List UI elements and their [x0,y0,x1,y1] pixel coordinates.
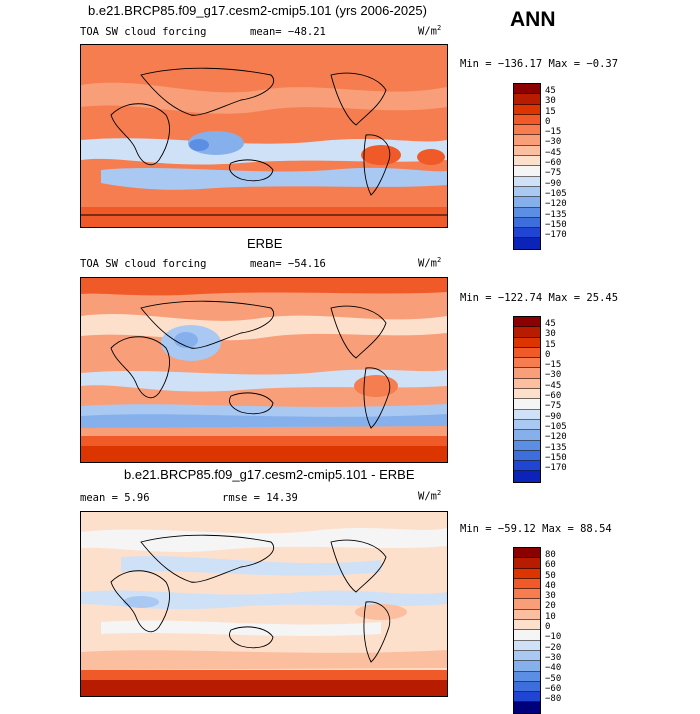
colorbar-tick: −50 [545,673,562,684]
colorbar-tick: 0 [545,349,551,360]
panel3-colorbar: 80 60 50 40 30 20 10 0 −10 −20 −30 −40 −… [513,547,561,714]
colorbar-tick: 60 [545,560,556,571]
colorbar-tick: 80 [545,550,556,560]
colorbar-tick: −105 [545,188,567,199]
colorbar-tick: 45 [545,319,556,329]
panel2-title: ERBE [247,236,283,251]
panel1-title: b.e21.BRCP85.f09_g17.cesm2-cmip5.101 (yr… [88,3,427,18]
colorbar-tick: −170 [545,230,567,241]
panel3-colorbar-swatches [513,547,541,714]
colorbar-tick: −120 [545,432,567,443]
colorbar-tick: −80 [545,694,562,705]
panel1-mean: mean= −48.21 [250,26,326,38]
colorbar-tick: 30 [545,96,556,107]
panel2-colorbar: 45 30 15 0 −15 −30 −45 −60 −75 −90 −105 … [513,316,567,483]
panel3-minmax: Min = −59.12 Max = 88.54 [460,523,612,535]
colorbar-tick: −30 [545,137,562,148]
colorbar-tick: −150 [545,452,567,463]
panel2-colorbar-swatches [513,316,541,483]
colorbar-tick: 30 [545,329,556,340]
colorbar-tick: −10 [545,632,562,643]
colorbar-tick: 20 [545,601,556,612]
colorbar-tick: −120 [545,199,567,210]
colorbar-tick: −170 [545,463,567,474]
colorbar-tick: 15 [545,339,556,350]
panel3-units: W/m2 [418,489,442,503]
colorbar-tick: −75 [545,168,562,179]
colorbar-tick: 0 [545,116,551,127]
colorbar-tick: 50 [545,570,556,581]
panel1-variable: TOA SW cloud forcing [80,26,207,38]
colorbar-tick: −150 [545,219,567,230]
panel1-minmax: Min = −136.17 Max = −0.37 [460,58,619,70]
panel2-colorbar-labels: 45 30 15 0 −15 −30 −45 −60 −75 −90 −105 … [545,319,567,473]
colorbar-tick: −45 [545,147,562,158]
colorbar-tick: −15 [545,360,562,371]
colorbar-tick: −30 [545,652,562,663]
panel1-units: W/m2 [418,24,442,38]
panel1-colorbar: 45 30 15 0 −15 −30 −45 −60 −75 −90 −105 … [513,83,567,250]
colorbar-tick: −60 [545,158,562,169]
colorbar-tick: 45 [545,86,556,96]
colorbar-tick: −30 [545,370,562,381]
panel2-variable: TOA SW cloud forcing [80,258,207,270]
panel3-colorbar-labels: 80 60 50 40 30 20 10 0 −10 −20 −30 −40 −… [545,550,561,704]
panel3-mean: mean = 5.96 [80,492,150,504]
season-label: ANN [510,8,556,31]
colorbar-tick: −105 [545,421,567,432]
colorbar-tick: −90 [545,178,562,189]
panel2-units: W/m2 [418,256,442,270]
colorbar-tick: 15 [545,106,556,117]
panel1-map [80,44,448,228]
colorbar-tick: −45 [545,380,562,391]
panel1-colorbar-labels: 45 30 15 0 −15 −30 −45 −60 −75 −90 −105 … [545,86,567,240]
colorbar-tick: −135 [545,209,567,220]
colorbar-tick: 30 [545,591,556,602]
colorbar-tick: −60 [545,683,562,694]
colorbar-tick: 0 [545,622,551,633]
panel2-map [80,277,448,463]
map-background-field [81,278,447,462]
colorbar-tick: −60 [545,391,562,402]
panel3-rmse: rmse = 14.39 [222,492,298,504]
colorbar-tick: 40 [545,580,556,591]
panel3-title: b.e21.BRCP85.f09_g17.cesm2-cmip5.101 - E… [124,467,415,482]
colorbar-tick: −135 [545,442,567,453]
panel2-minmax: Min = −122.74 Max = 25.45 [460,292,619,304]
colorbar-tick: −40 [545,663,562,674]
colorbar-tick: −15 [545,127,562,138]
panel1-colorbar-swatches [513,83,541,250]
colorbar-tick: −75 [545,401,562,412]
colorbar-tick: −20 [545,642,562,653]
colorbar-tick: 10 [545,611,556,622]
panel2-mean: mean= −54.16 [250,258,326,270]
colorbar-tick: −90 [545,411,562,422]
panel3-map [80,511,448,697]
